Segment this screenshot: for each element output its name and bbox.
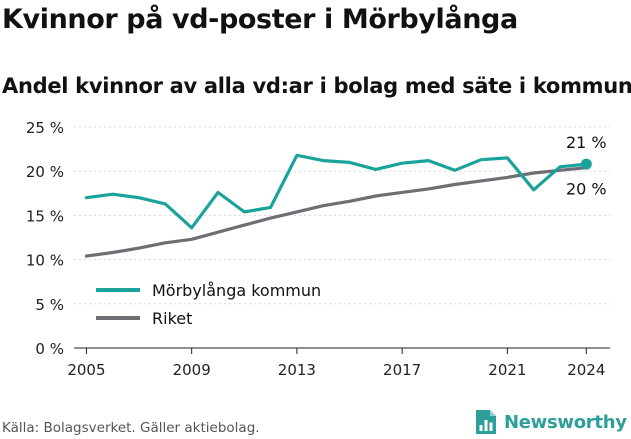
y-tick-label: 15 % (26, 207, 64, 225)
end-label-riket: 20 % (566, 180, 607, 199)
y-tick-label: 5 % (35, 296, 64, 314)
gridlines (74, 126, 610, 305)
series-lines (84, 153, 592, 258)
legend-label-kommun: Mörbylånga kommun (152, 281, 321, 300)
legend-label-riket: Riket (152, 309, 192, 328)
y-tick-label: 0 % (35, 340, 64, 358)
bar-chart-document-icon (476, 410, 496, 434)
x-tick-label: 2024 (567, 361, 605, 379)
brand-logo[interactable]: Newsworthy (474, 408, 627, 436)
end-labels: 21 % 20 % (566, 133, 607, 199)
y-tick-label: 25 % (26, 119, 64, 137)
series-line-kommun (84, 153, 588, 230)
x-tick-label: 2021 (488, 361, 526, 379)
y-tick-label: 10 % (26, 252, 64, 270)
brand-name: Newsworthy (504, 411, 627, 433)
line-chart: 0 %5 %10 %15 %20 %25 % 2005 2009 2013 2017 2… (26, 119, 610, 379)
endpoint-marker-kommun (580, 158, 592, 170)
chart-subtitle: Andel kvinnor av alla vd:ar i bolag med … (2, 74, 631, 98)
series-line-riket (84, 166, 588, 258)
x-tick-label: 2009 (173, 361, 211, 379)
x-axis: 2005 2009 2013 2017 2021 2024 (67, 347, 610, 379)
source-note: Källa: Bolagsverket. Gäller aktiebolag. (2, 420, 260, 436)
legend: Mörbylånga kommun Riket (96, 281, 321, 328)
x-tick-label: 2017 (383, 361, 421, 379)
chart-title: Kvinnor på vd-poster i Mörbylånga (2, 4, 518, 35)
y-tick-label: 20 % (26, 163, 64, 181)
end-label-kommun: 21 % (566, 133, 607, 152)
x-tick-label: 2013 (278, 361, 316, 379)
y-axis-tick-labels: 0 % 5 % 10 % 15 % 20 % 25 % (26, 119, 64, 358)
x-tick-label: 2005 (67, 361, 105, 379)
